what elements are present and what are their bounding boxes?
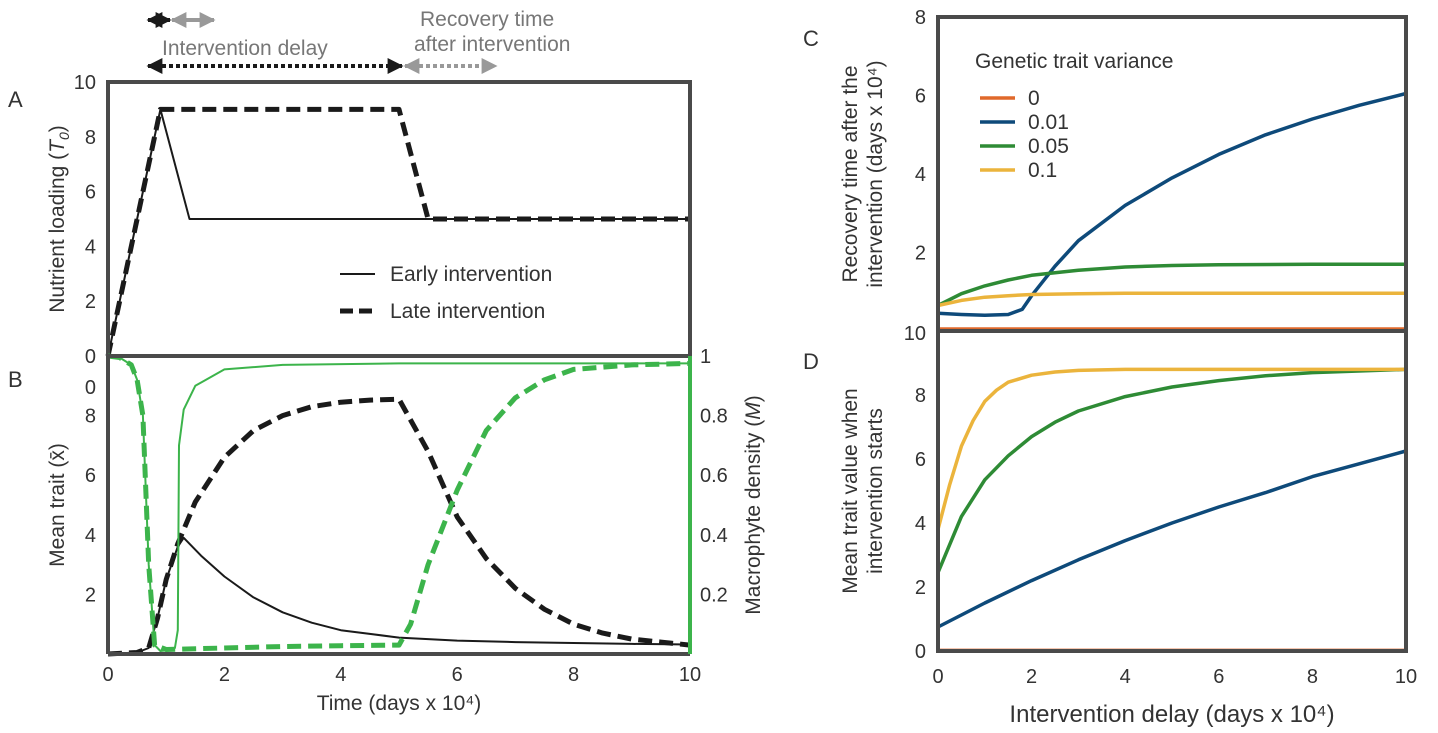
x-tick-label: 8 <box>568 664 579 686</box>
y-tick-label: 4 <box>915 513 926 535</box>
panel-c-legend: Genetic trait variance 00.010.050.1 <box>975 50 1173 182</box>
panel-d-x-axis-label: Intervention delay (days x 10⁴) <box>1009 701 1334 728</box>
x-tick-label: 4 <box>335 664 346 686</box>
recovery-time-label-1: Recovery time <box>420 8 554 31</box>
panel-a-y-ticks: 2 4 6 8 10 0 <box>74 72 96 368</box>
line-late-intervention <box>105 106 690 357</box>
panel-b-right-ticks: 0.2 0.4 0.6 0.8 1 <box>700 346 728 606</box>
panel-c-recovery-time: 2 4 6 8 Recovery time after the interventio… <box>839 7 1408 333</box>
right-y-tick-label: 0.6 <box>700 465 728 487</box>
y-tick-label: 2 <box>85 291 96 313</box>
panel-letter-a: A <box>8 87 23 112</box>
line-b-series-0 <box>107 536 691 655</box>
y-tick-label: 2 <box>915 577 926 599</box>
panel-d-y-axis-label-1: Mean trait value when <box>839 388 862 593</box>
intervention-delay-label: Intervention delay <box>162 37 328 60</box>
panel-a-legend: Early intervention Late intervention <box>340 263 552 323</box>
right-y-tick-label: 0.2 <box>700 584 728 606</box>
y-tick-label: 8 <box>85 127 96 149</box>
x-tick-label: 4 <box>1120 666 1131 688</box>
panel-letter-c: C <box>803 26 819 51</box>
x-tick-label: 10 <box>1395 666 1417 688</box>
panel-b-left-y-axis-label: Mean trait (x̄) <box>46 443 69 567</box>
panel-b-trait-and-macrophyte: 2 4 6 8 0 0.2 0.4 0.6 0.8 1 0 2 4 6 8 10 Mean trait (… <box>46 346 765 715</box>
line-c-variance-0.05 <box>937 262 1406 308</box>
y-tick-label: 6 <box>915 449 926 471</box>
line-c-variance-0.1 <box>937 291 1406 308</box>
legend-label-0.01: 0.01 <box>1028 111 1069 134</box>
recovery-time-label-2: after intervention <box>414 33 570 56</box>
legend-label-0.1: 0.1 <box>1028 159 1057 182</box>
line-d-variance-0.05 <box>936 367 1407 574</box>
x-tick-label: 6 <box>1213 666 1224 688</box>
legend-title: Genetic trait variance <box>975 50 1173 73</box>
y-tick-label: 8 <box>915 7 926 29</box>
panel-d-lines <box>936 367 1407 653</box>
panel-d-y-axis-label-2: intervention starts <box>864 408 887 574</box>
right-y-tick-label: 0.8 <box>700 406 728 428</box>
panel-c-y-axis-label-1: Recovery time after the <box>839 65 862 282</box>
y-tick-label: 10 <box>904 323 926 345</box>
panel-d-mean-trait-at-start: 0 2 4 6 8 10 0 2 4 6 8 10 Mean trait value when in… <box>839 323 1417 728</box>
legend-label-0: 0 <box>1028 87 1040 110</box>
y-tick-label: 2 <box>85 584 96 606</box>
panel-b-right-y-axis-label: Macrophyte density (M) <box>742 395 765 614</box>
panel-a-y-axis-label: Nutrient loading (T0) <box>46 125 72 313</box>
legend-label-late: Late intervention <box>390 300 545 323</box>
x-tick-label: 2 <box>1026 666 1037 688</box>
panel-b-left-ticks: 2 4 6 8 0 <box>85 377 96 606</box>
panel-b-x-axis-label: Time (days x 10⁴) <box>317 692 482 715</box>
y-tick-label: 6 <box>85 182 96 204</box>
line-b-series-3 <box>107 353 691 652</box>
legend-label-0.05: 0.05 <box>1028 135 1069 158</box>
panel-c-y-ticks: 2 4 6 8 <box>915 7 926 265</box>
y-tick-label: 0 <box>85 346 96 368</box>
y-tick-label: 4 <box>85 236 96 258</box>
panel-c-lines <box>937 91 1407 331</box>
x-tick-label: 0 <box>932 666 943 688</box>
line-d-variance-0.01 <box>937 449 1407 629</box>
line-c-variance-0.01 <box>937 91 1407 318</box>
panel-c-y-axis-label-2: intervention (days x 10⁴) <box>864 60 887 287</box>
panel-b-lines <box>107 353 691 657</box>
y-tick-label: 2 <box>915 243 926 265</box>
y-tick-label: 0 <box>85 377 96 399</box>
x-tick-label: 0 <box>102 664 113 686</box>
panel-b-x-ticks: 0 2 4 6 8 10 <box>102 664 701 686</box>
line-b-series-1 <box>107 396 691 657</box>
y-tick-label: 0 <box>915 641 926 663</box>
panel-a-nutrient-loading: 2 4 6 8 10 0 Nutrient loading (T0) Early inte… <box>46 72 692 368</box>
panel-letter-d: D <box>803 349 819 374</box>
panel-d-frame <box>936 329 1408 653</box>
y-tick-label: 10 <box>74 72 96 94</box>
x-tick-label: 10 <box>679 664 701 686</box>
panel-a-lines <box>105 106 690 357</box>
y-tick-label: 8 <box>915 385 926 407</box>
x-tick-label: 2 <box>219 664 230 686</box>
y-tick-label: 6 <box>85 465 96 487</box>
line-d-variance-0.1 <box>936 367 1406 530</box>
right-y-tick-label: 0.4 <box>700 525 728 547</box>
y-tick-label: 4 <box>85 525 96 547</box>
y-tick-label: 8 <box>85 406 96 428</box>
right-y-tick-label: 1 <box>700 346 711 368</box>
legend-label-early: Early intervention <box>390 263 552 286</box>
x-tick-label: 8 <box>1307 666 1318 688</box>
panel-d-y-ticks: 0 2 4 6 8 10 <box>904 323 926 663</box>
x-tick-label: 6 <box>452 664 463 686</box>
y-tick-label: 4 <box>915 164 926 186</box>
annotation-arrows: Intervention delay Recovery time after i… <box>146 8 570 74</box>
y-tick-label: 6 <box>915 86 926 108</box>
panel-letter-b: B <box>8 367 23 392</box>
panel-d-x-ticks: 0 2 4 6 8 10 <box>932 666 1417 688</box>
